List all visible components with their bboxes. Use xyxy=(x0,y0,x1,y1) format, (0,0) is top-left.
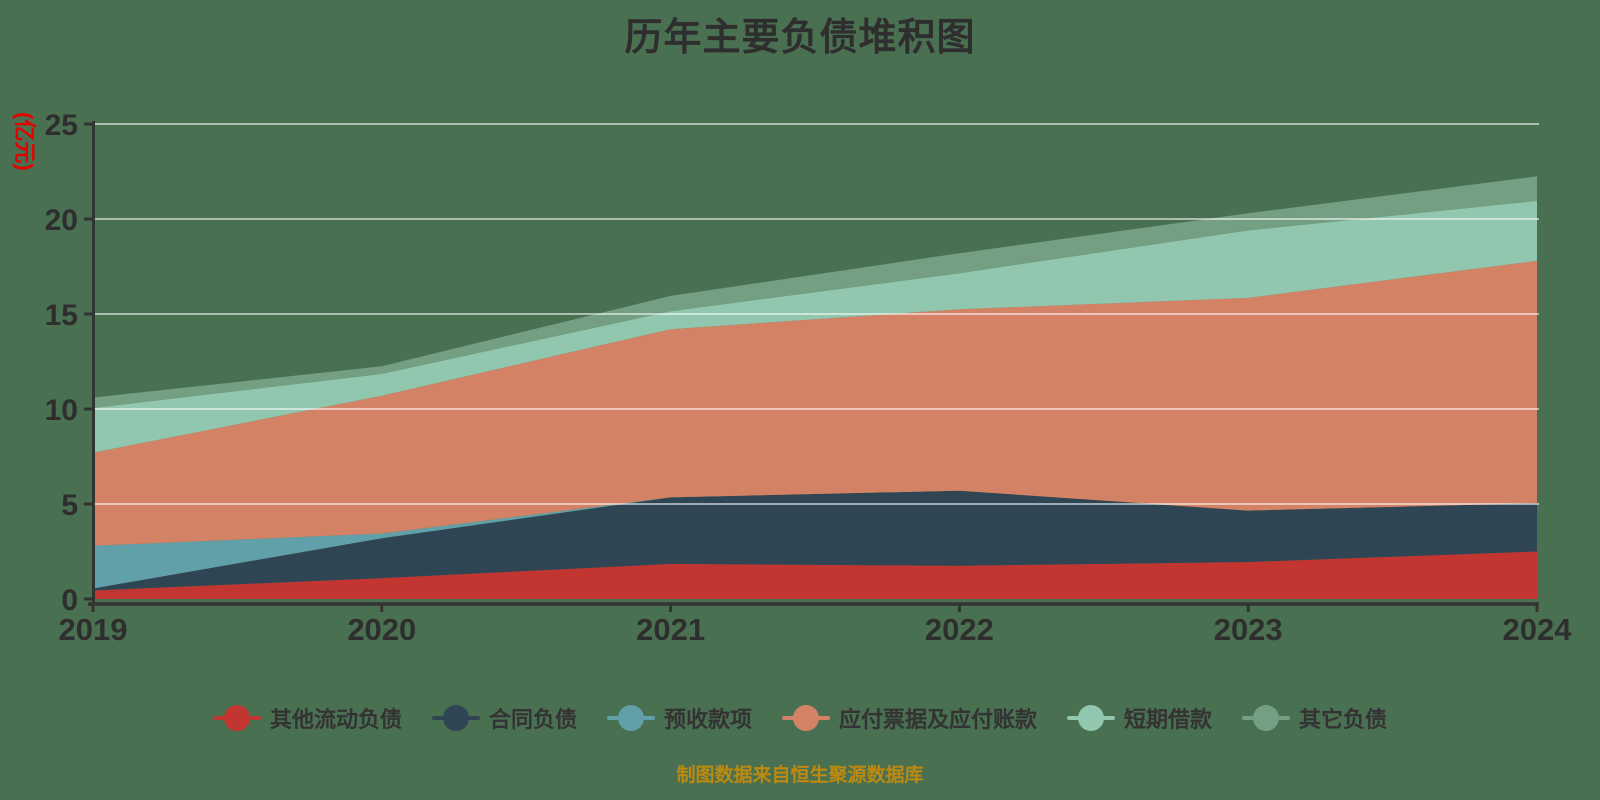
legend-label: 应付票据及应付账款 xyxy=(839,707,1038,732)
y-tick-label-25: 25 xyxy=(45,109,78,142)
x-tick-label-2022: 2022 xyxy=(925,612,994,647)
area-series-3-应付票据及应付账款 xyxy=(93,260,1537,546)
legend-item-5[interactable]: 其它负债 xyxy=(1242,702,1387,734)
legend-item-4[interactable]: 短期借款 xyxy=(1067,702,1212,734)
y-axis-unit-label: (亿元) xyxy=(12,112,37,171)
legend-label: 其他流动负债 xyxy=(269,707,402,732)
y-tick-label-0: 0 xyxy=(61,584,78,617)
x-tick-label-2019: 2019 xyxy=(59,612,128,647)
line-dot-icon xyxy=(1242,705,1291,731)
area-series-1-合同负债 xyxy=(93,490,1537,591)
line-dot-icon xyxy=(782,705,830,731)
x-tick-label-2023: 2023 xyxy=(1214,612,1283,647)
chart-title: 历年主要负债堆积图 xyxy=(624,17,976,59)
y-tick-label-15: 15 xyxy=(45,299,78,332)
x-tick-label-2020: 2020 xyxy=(347,612,416,647)
legend-dot xyxy=(617,705,644,731)
area-series-4-短期借款 xyxy=(93,200,1537,453)
y-tick-label-20: 20 xyxy=(45,204,78,237)
area-series-0-其他流动负债 xyxy=(93,551,1537,599)
x-tick-label-2024: 2024 xyxy=(1503,612,1573,647)
legend-item-2[interactable]: 预收款项 xyxy=(606,702,752,734)
line-dot-icon xyxy=(606,705,655,731)
line-dot-icon xyxy=(1067,705,1116,731)
line-dot-icon xyxy=(431,705,480,731)
legend-dot xyxy=(1253,705,1280,731)
legend-dot xyxy=(1078,705,1105,731)
legend-dot xyxy=(442,705,469,731)
line-dot-icon xyxy=(212,705,261,731)
data-source-note: 制图数据来自恒生聚源数据库 xyxy=(676,765,924,786)
x-tick-label-2021: 2021 xyxy=(636,612,705,647)
legend-dot xyxy=(793,705,819,731)
legend-label: 短期借款 xyxy=(1124,707,1213,732)
legend-label: 其它负债 xyxy=(1299,707,1388,732)
legend-item-1[interactable]: 合同负债 xyxy=(431,702,577,734)
y-tick-label-5: 5 xyxy=(61,489,78,522)
area-series-5-其它负债 xyxy=(93,176,1537,408)
legend-item-0[interactable]: 其他流动负债 xyxy=(212,702,402,734)
legend-item-3[interactable]: 应付票据及应付账款 xyxy=(782,702,1037,734)
legend-label: 预收款项 xyxy=(663,707,752,732)
legend: 其他流动负债 合同负债 预收款项 应付票据及应付账款 短期借款 其它负债 xyxy=(0,702,1600,734)
y-tick-label-10: 10 xyxy=(45,394,78,427)
legend-label: 合同负债 xyxy=(488,707,577,732)
legend-dot xyxy=(223,705,250,731)
